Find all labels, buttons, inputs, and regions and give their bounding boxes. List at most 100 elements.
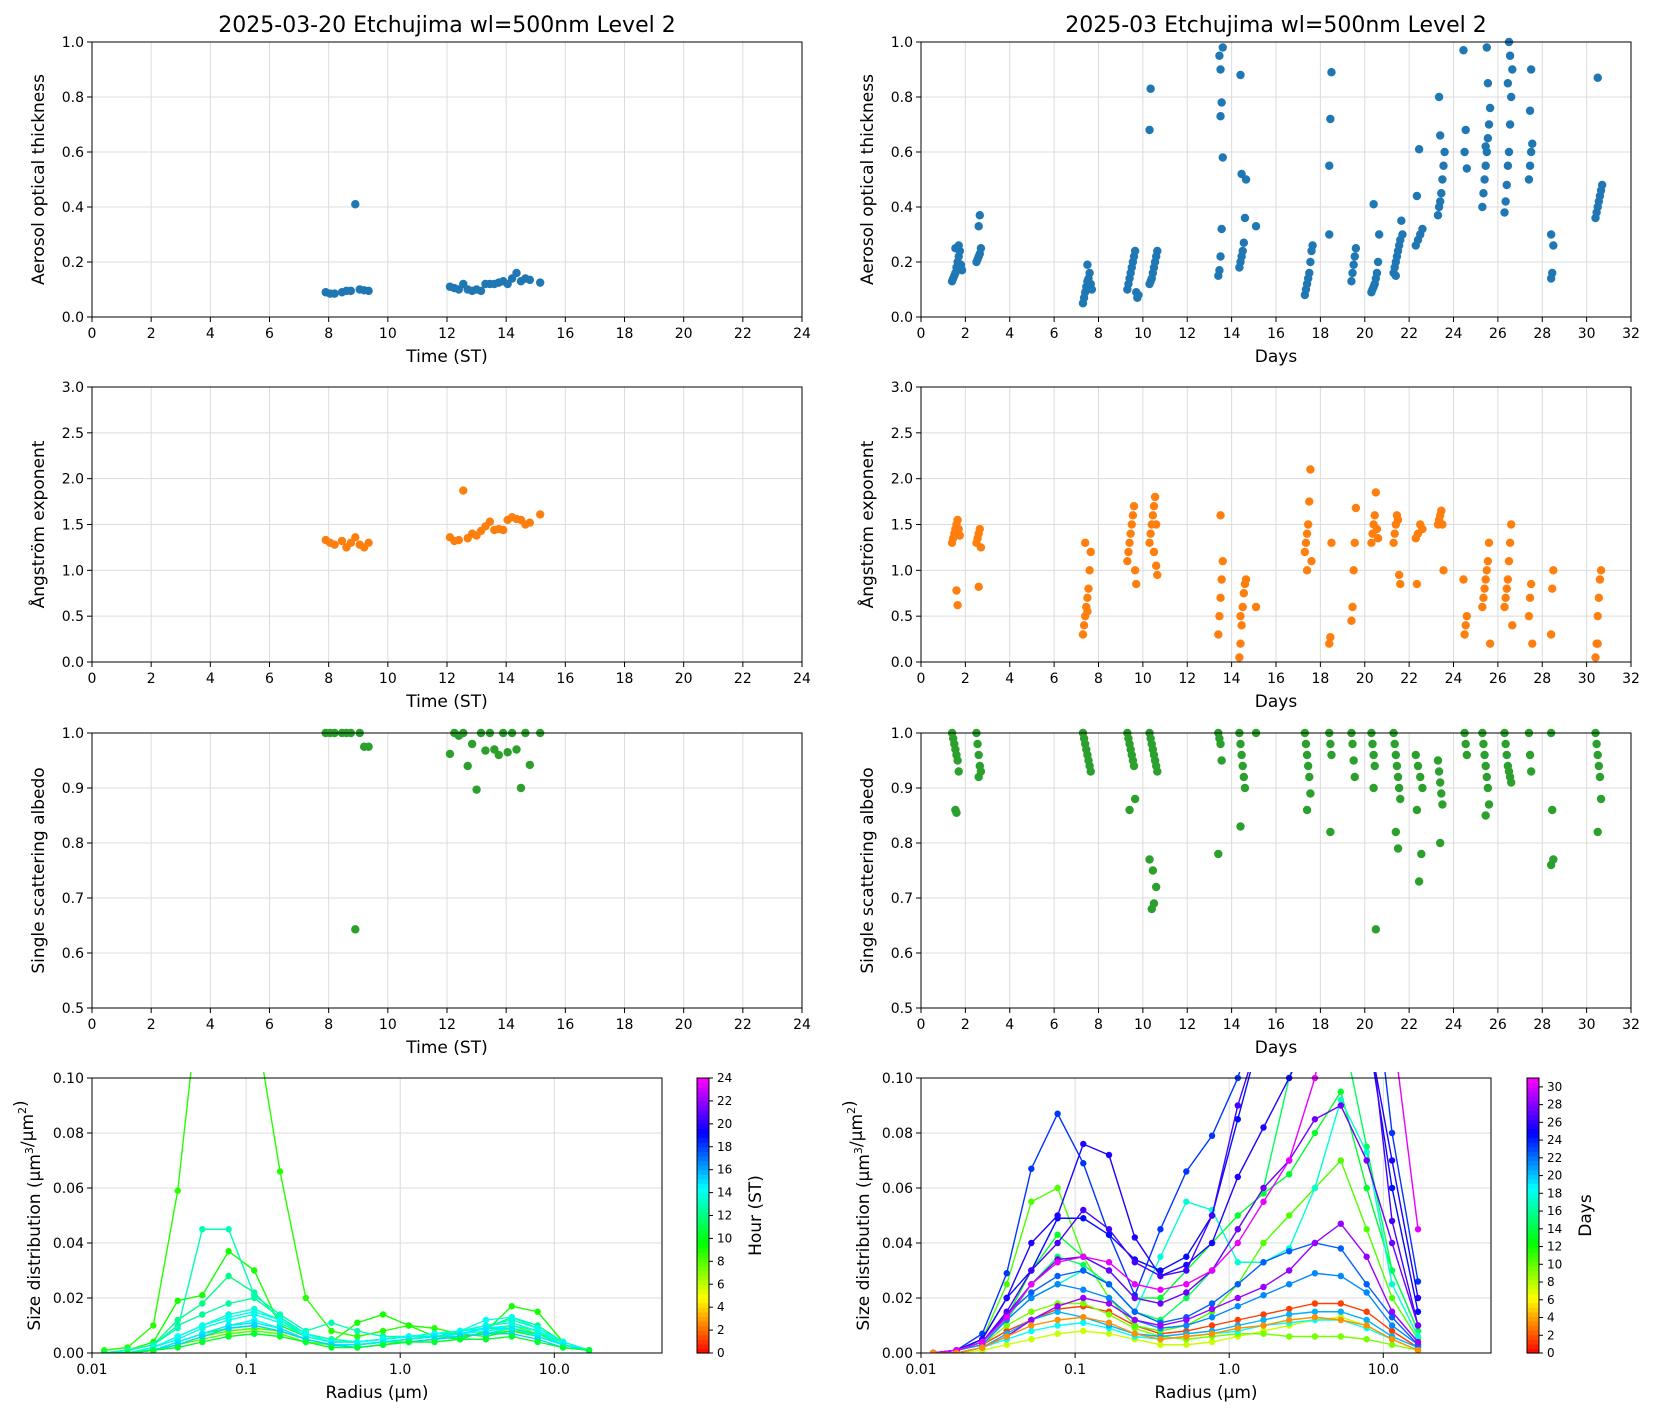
- series-point: [1388, 1341, 1396, 1348]
- series-point: [276, 1311, 284, 1318]
- y-tick-label: 3.0: [62, 380, 84, 396]
- data-point: [1593, 639, 1602, 648]
- y-axis-label-part: 2: [16, 1107, 29, 1114]
- series-point: [1388, 1336, 1396, 1343]
- series-point: [1080, 1300, 1087, 1307]
- data-point: [1129, 501, 1139, 511]
- colorbar-segment: [1527, 1082, 1539, 1088]
- data-point: [957, 266, 967, 275]
- x-tick-label: 8: [324, 326, 333, 342]
- colorbar-segment: [1527, 1114, 1539, 1120]
- x-tick-label: 8: [324, 1017, 333, 1033]
- colorbar-segment: [1527, 1224, 1539, 1230]
- x-tick-label: 20: [1356, 1017, 1374, 1033]
- data-point: [1348, 739, 1357, 749]
- data-point: [1303, 520, 1313, 529]
- series-point: [1054, 1259, 1061, 1266]
- data-point: [1391, 271, 1401, 280]
- series-point: [1028, 1294, 1035, 1302]
- x-tick-label: 8: [1094, 671, 1103, 687]
- data-point: [1481, 761, 1490, 771]
- series-point: [1285, 1212, 1293, 1219]
- series-point: [1363, 1316, 1370, 1324]
- colorbar-segment: [1527, 1220, 1539, 1226]
- data-point: [1414, 145, 1424, 154]
- data-point: [1218, 556, 1227, 566]
- series-point: [174, 1344, 181, 1351]
- data-point: [1215, 611, 1224, 621]
- data-point: [1236, 639, 1245, 648]
- data-point: [955, 531, 965, 540]
- data-point: [525, 275, 535, 285]
- data-point: [472, 785, 481, 794]
- data-point: [1251, 222, 1261, 231]
- series-line: [104, 1250, 590, 1353]
- series-point: [225, 1314, 232, 1321]
- data-point: [1483, 79, 1493, 88]
- colorbar-segment: [697, 1298, 709, 1304]
- data-point: [1149, 501, 1159, 511]
- data-point: [1393, 772, 1403, 782]
- colorbar-tick-label: 28: [1547, 1098, 1562, 1112]
- colorbar-tick-label: 30: [1547, 1080, 1562, 1094]
- colorbar-tick-label: 2: [1547, 1328, 1555, 1342]
- y-tick-label: 3.0: [891, 380, 913, 396]
- data-point: [1546, 630, 1556, 639]
- data-point: [1085, 566, 1094, 575]
- data-point: [1418, 224, 1427, 234]
- series-point: [1183, 1267, 1190, 1274]
- data-point: [1524, 611, 1534, 621]
- series-point: [1028, 1308, 1035, 1315]
- data-point: [1508, 65, 1517, 74]
- colorbar-segment: [1527, 1119, 1539, 1125]
- series-point: [1208, 1212, 1216, 1219]
- x-tick-label: 16: [556, 671, 574, 687]
- data-point: [1306, 465, 1315, 474]
- data-point: [1326, 827, 1335, 837]
- series-point: [1337, 1088, 1345, 1095]
- colorbar-segment: [1527, 1339, 1539, 1345]
- series-point: [1157, 1300, 1164, 1307]
- series-point: [379, 1311, 387, 1318]
- colorbar-segment: [697, 1343, 709, 1350]
- series-point: [199, 1322, 206, 1329]
- x-tick-label: 2: [961, 1017, 970, 1033]
- data-point: [1506, 520, 1516, 529]
- series-point: [1285, 1267, 1293, 1274]
- series-point: [1414, 1278, 1422, 1285]
- data-point: [467, 739, 477, 749]
- colorbar-segment: [1527, 1325, 1539, 1331]
- series-point: [1157, 1336, 1164, 1343]
- data-point: [1217, 98, 1226, 107]
- series-point: [1234, 1294, 1241, 1302]
- data-point: [1302, 529, 1312, 538]
- colorbar-segment: [697, 1206, 709, 1212]
- colorbar-segment: [1527, 1334, 1539, 1340]
- x-tick-label: 0: [88, 671, 97, 687]
- colorbar-segment: [697, 1293, 709, 1299]
- x-tick-label: 16: [1267, 1017, 1285, 1033]
- x-tick-label: 8: [324, 671, 333, 687]
- series-point: [1311, 1116, 1319, 1123]
- series-point: [508, 1333, 516, 1340]
- series-point: [1028, 1316, 1035, 1324]
- series-point: [534, 1325, 541, 1332]
- colorbar-segment: [697, 1105, 709, 1111]
- data-point: [953, 756, 962, 765]
- data-point: [1525, 106, 1535, 115]
- data-point: [1502, 750, 1511, 760]
- data-point: [1593, 827, 1602, 837]
- data-point: [1548, 805, 1557, 815]
- series-point: [1131, 1308, 1138, 1315]
- colorbar-tick-label: 12: [1547, 1240, 1562, 1254]
- series-point: [1363, 1289, 1370, 1296]
- data-point: [1502, 180, 1511, 190]
- y-tick-label: 1.0: [891, 726, 913, 742]
- axes-frame: [920, 1077, 1492, 1354]
- y-tick-label: 0.0: [891, 310, 913, 326]
- series-point: [1311, 1239, 1319, 1247]
- y-tick-label: 0.08: [882, 1126, 913, 1142]
- series-point: [1388, 1129, 1396, 1137]
- colorbar-label: Hour (ST): [746, 1175, 766, 1256]
- data-point: [976, 543, 986, 552]
